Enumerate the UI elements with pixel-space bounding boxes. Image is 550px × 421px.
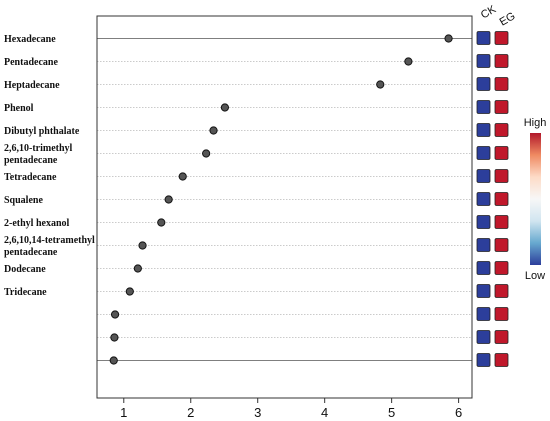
x-tick-label: 3 <box>254 405 261 420</box>
heatmap-cell <box>494 146 509 160</box>
heatmap-cell <box>476 238 491 252</box>
x-tick-label: 5 <box>388 405 395 420</box>
data-point <box>110 310 120 319</box>
legend-low-label: Low <box>525 270 545 282</box>
data-point <box>220 103 230 112</box>
heatmap-columns: CK EG <box>476 3 518 367</box>
legend-color-bar <box>530 133 541 265</box>
category-label: Pentadecane <box>4 57 58 68</box>
data-point <box>376 80 385 89</box>
category-label: Phenol <box>4 103 34 114</box>
heatmap-cell <box>494 238 509 252</box>
x-tick-label: 4 <box>321 405 328 420</box>
heatmap-header-ck: CK <box>479 3 499 21</box>
x-tick-label: 6 <box>455 405 462 420</box>
heatmap-cell <box>476 215 491 229</box>
data-point <box>109 356 118 365</box>
heatmap-cell <box>494 353 509 367</box>
category-label: Squalene <box>4 195 43 206</box>
heatmap-cell <box>476 100 491 114</box>
data-point <box>133 264 142 273</box>
heatmap-cell <box>494 31 509 45</box>
data-point <box>157 218 166 227</box>
heatmap-cell <box>476 31 491 45</box>
heatmap-cell <box>494 77 509 91</box>
plot-frame <box>96 15 473 399</box>
legend-high-label: High <box>524 117 547 129</box>
data-point <box>178 172 187 181</box>
heatmap-cell <box>476 54 491 68</box>
data-points <box>109 34 453 365</box>
category-label: 2,6,10-trimethyl pentadecane <box>4 143 73 166</box>
heatmap-cell <box>494 284 509 298</box>
category-labels: Hexadecane Pentadecane Heptadecane Phenol Di… <box>4 34 95 298</box>
heatmap-cell <box>476 330 491 344</box>
category-label: Dodecane <box>4 264 46 275</box>
heatmap-cell <box>476 169 491 183</box>
gridlines <box>97 38 472 361</box>
heatmap-cell <box>476 261 491 275</box>
heatmap-cell <box>494 123 509 137</box>
category-label: Tetradecane <box>4 172 57 183</box>
heatmap-cell <box>494 192 509 206</box>
data-point <box>209 126 218 135</box>
data-point <box>404 57 413 66</box>
color-legend: High Low <box>524 117 547 282</box>
category-label: Tridecane <box>4 287 47 298</box>
data-point <box>138 241 147 250</box>
heatmap-cell <box>494 215 509 229</box>
category-label: Dibutyl phthalate <box>4 126 80 137</box>
x-axis: 1 2 3 4 5 6 <box>120 398 462 420</box>
heatmap-cell <box>494 169 509 183</box>
category-label: 2,6,10,14-tetramethyl pentadecane <box>4 235 95 258</box>
heatmap-cell <box>476 146 491 160</box>
data-point <box>202 149 211 158</box>
category-label: 2-ethyl hexanol <box>4 218 70 229</box>
data-point <box>444 34 453 43</box>
heatmap-header-eg: EG <box>498 10 518 28</box>
heatmap-cell <box>476 284 491 298</box>
data-point <box>164 195 173 204</box>
heatmap-cell <box>476 192 491 206</box>
category-label: Heptadecane <box>4 80 60 91</box>
heatmap-cell <box>476 307 491 321</box>
heatmap-cell <box>476 123 491 137</box>
heatmap-cell <box>494 54 509 68</box>
heatmap-cell <box>476 77 491 91</box>
x-tick-label: 1 <box>120 405 127 420</box>
heatmap-cell <box>494 100 509 114</box>
x-tick-label: 2 <box>187 405 194 420</box>
data-point <box>125 287 134 296</box>
category-label: Hexadecane <box>4 34 56 45</box>
heatmap-cell <box>494 261 509 275</box>
heatmap-cell <box>494 307 509 321</box>
heatmap-cell <box>476 353 491 367</box>
data-point <box>110 333 119 342</box>
heatmap-cell <box>494 330 509 344</box>
